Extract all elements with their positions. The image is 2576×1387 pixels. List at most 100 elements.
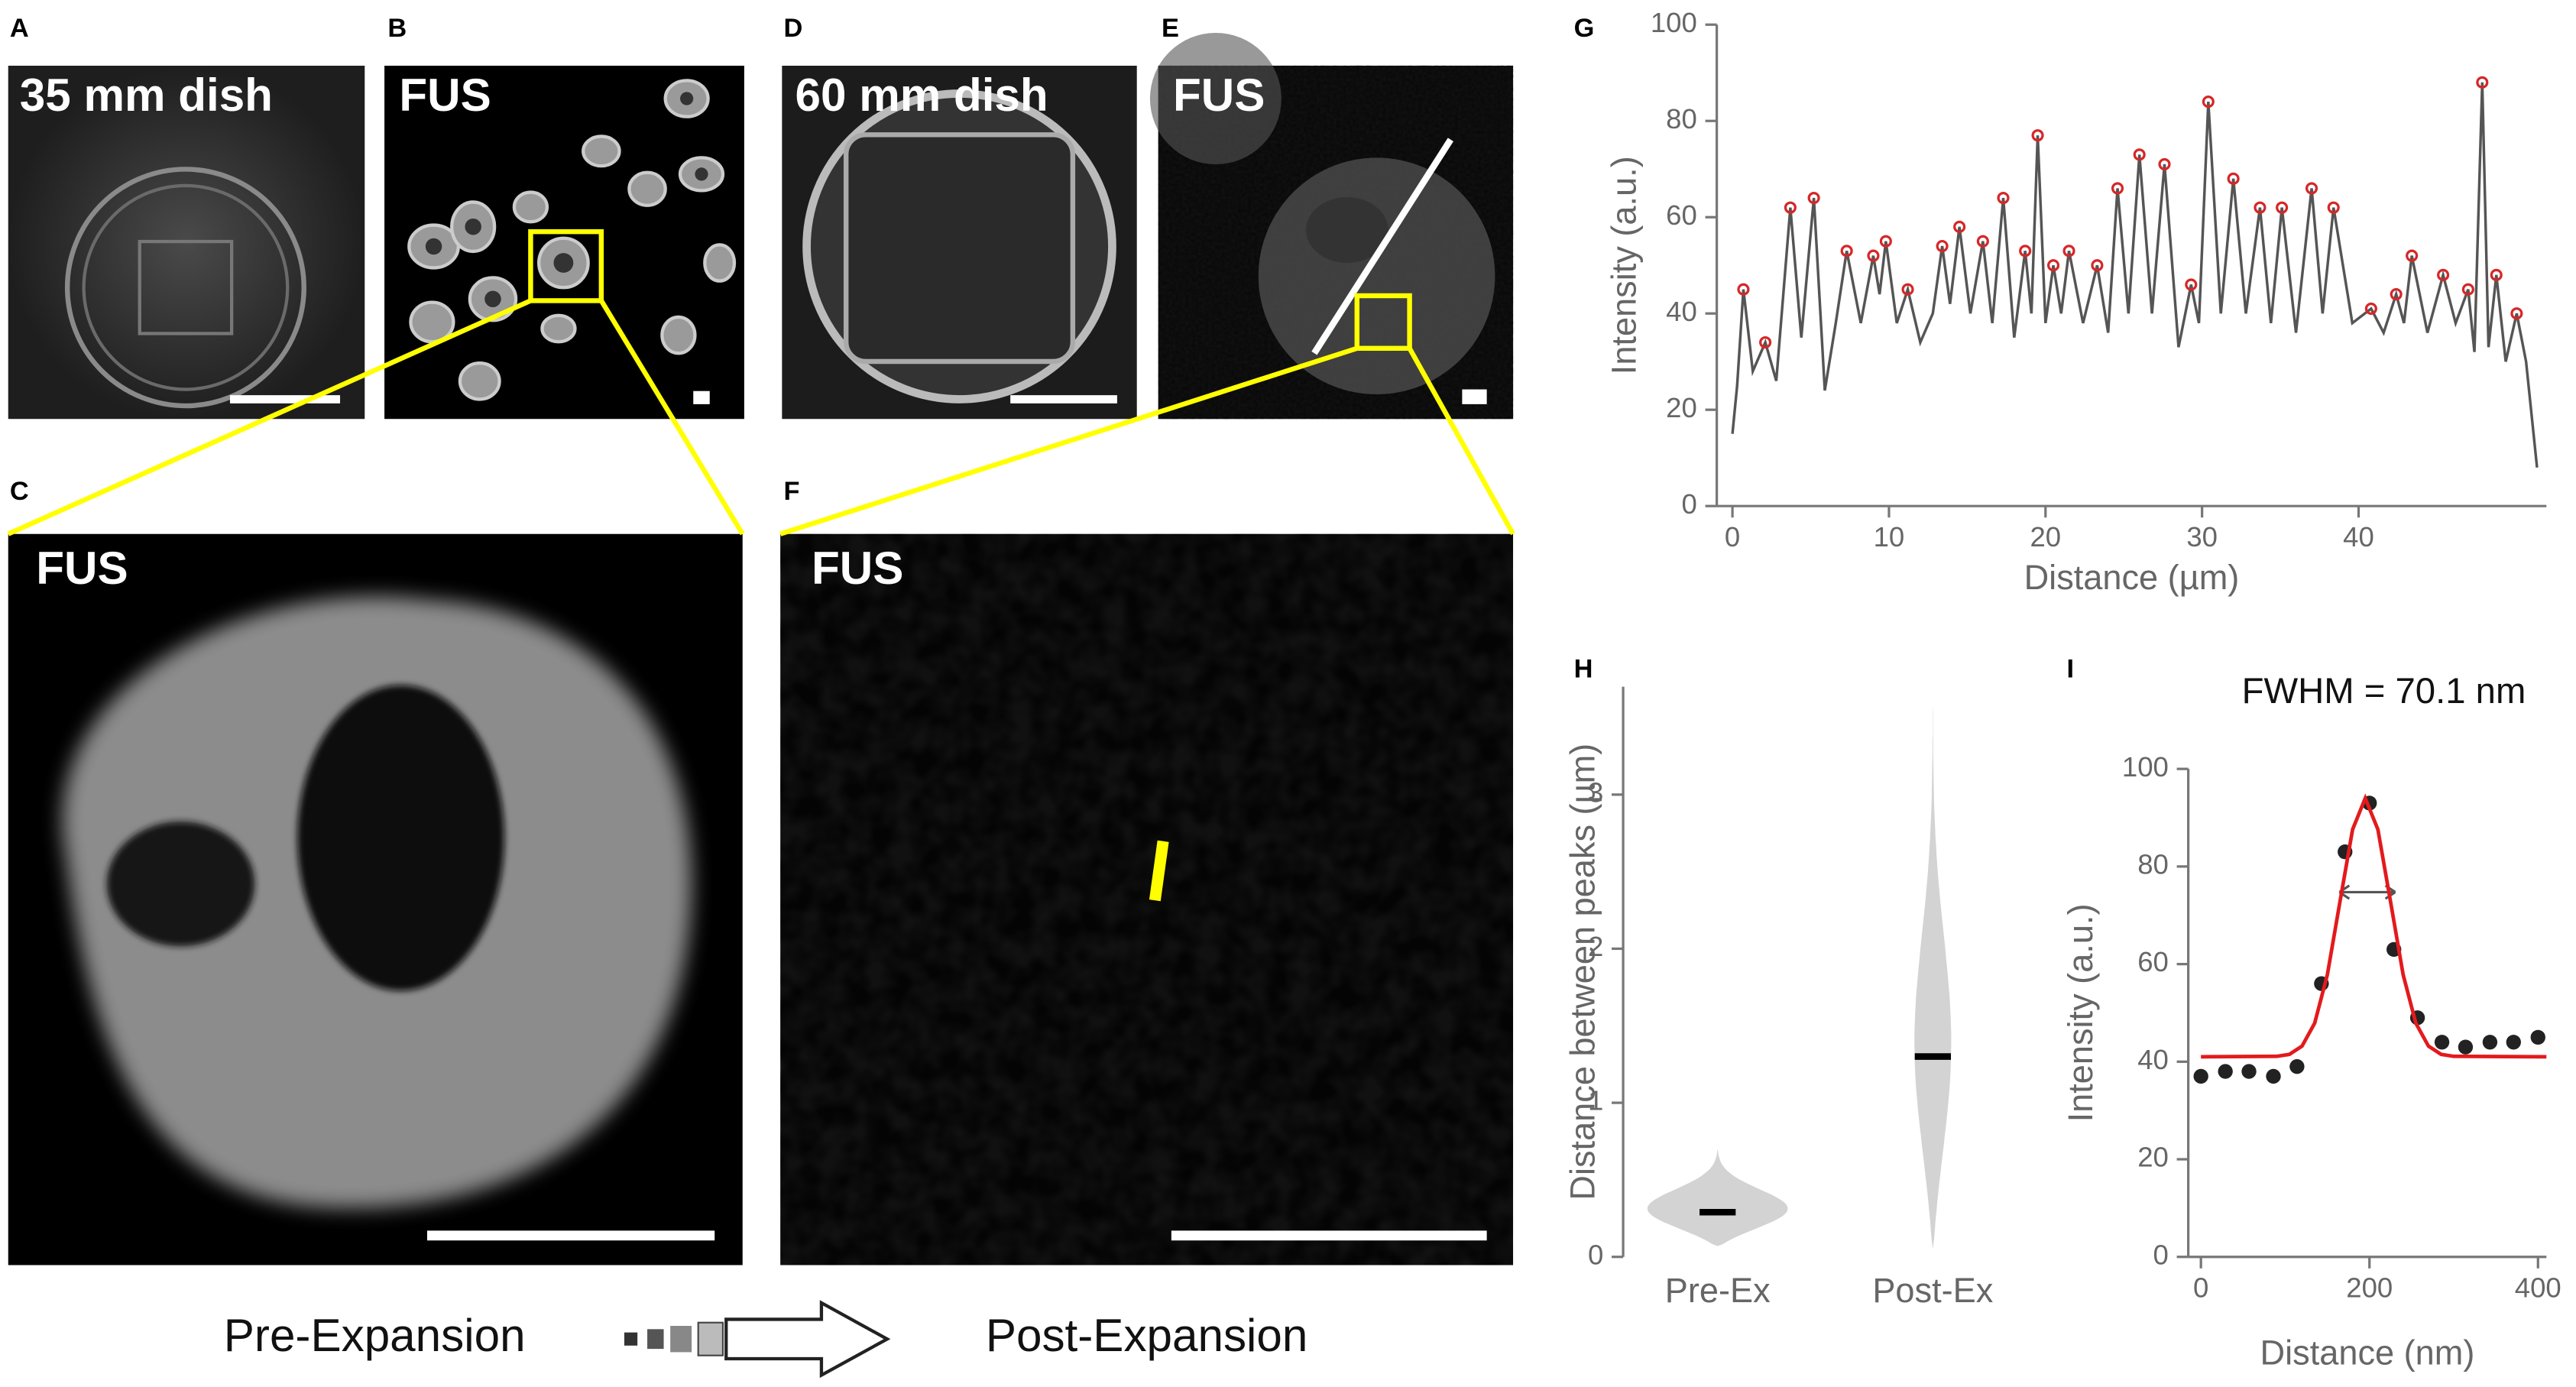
data-line	[2201, 793, 2547, 1059]
nucleolus	[1306, 196, 1388, 263]
x-tick-label: 200	[2346, 1272, 2393, 1303]
x-tick-label: Post-Ex	[1872, 1271, 1993, 1310]
y-tick-label: 40	[2137, 1044, 2169, 1075]
data-point	[2434, 1035, 2450, 1050]
zoom-box	[528, 228, 604, 303]
x-tick-label: 30	[2186, 521, 2218, 553]
y-tick-label: 60	[1666, 199, 1697, 231]
y-tick-label: 20	[1666, 392, 1697, 423]
data-point	[2289, 1059, 2305, 1074]
data-point	[1936, 239, 1949, 253]
data-point	[2406, 249, 2419, 262]
x-tick-label: 0	[1725, 521, 1740, 553]
x-axis-title: Distance (µm)	[2024, 558, 2240, 597]
data-point	[1840, 245, 1853, 258]
y-tick-label: 0	[1681, 488, 1696, 520]
panel-f: F FUS	[780, 477, 1514, 1265]
data-line	[1731, 82, 2539, 468]
neighbor-nucleus	[1149, 32, 1282, 164]
data-point	[2390, 287, 2403, 301]
nucleolus	[106, 821, 255, 947]
data-point	[2019, 245, 2032, 258]
profile-line	[1311, 138, 1453, 355]
data-point	[2482, 1035, 2498, 1050]
nucleoli	[425, 92, 708, 308]
data-point	[2490, 268, 2503, 281]
data-point	[2031, 129, 2044, 142]
dish-rim	[64, 167, 306, 409]
panel-d: D 60 mm dish	[782, 14, 1137, 420]
x-tick-label: 40	[2343, 521, 2374, 553]
x-axis-title: Distance (nm)	[2260, 1334, 2475, 1372]
panel-b: B FUS	[384, 14, 744, 420]
y-axis-title: Distance between peaks (µm)	[1563, 744, 1602, 1201]
panel-a: A 35 mm dish	[8, 14, 365, 420]
data-point	[1879, 235, 1892, 248]
dish-rim	[82, 183, 290, 391]
expanded-nucleus	[1258, 157, 1495, 394]
dish-well	[843, 132, 1076, 365]
data-point	[1976, 235, 1989, 248]
panel-label: I	[2067, 654, 2075, 683]
data-point	[2327, 201, 2340, 214]
y-tick-label: 60	[2137, 946, 2169, 977]
y-axis-title: Intensity (a.u.)	[1604, 156, 1643, 374]
data-point	[2530, 1029, 2545, 1045]
x-tick-label: 400	[2515, 1272, 2561, 1303]
texture	[780, 533, 1514, 1265]
panel-c: C FUS	[8, 477, 743, 1265]
data-point	[2202, 95, 2215, 109]
caption: 35 mm dish	[20, 70, 273, 121]
data-point	[2476, 76, 2489, 89]
data-point	[2091, 259, 2104, 272]
y-tick-label: 80	[1666, 103, 1697, 134]
data-point	[2458, 1039, 2474, 1055]
y-tick-label: 1	[1588, 1085, 1603, 1116]
caption: FUS	[812, 543, 903, 594]
y-tick-label: 40	[1666, 296, 1697, 327]
panel-label: B	[387, 14, 407, 43]
data-point	[1737, 283, 1750, 296]
fwhm-line	[1149, 840, 1169, 902]
y-tick-label: 100	[2122, 751, 2169, 783]
data-point	[1807, 191, 1820, 205]
data-point	[1784, 201, 1797, 214]
post-expansion-label: Post-Expansion	[986, 1310, 1308, 1361]
data-point	[2266, 1068, 2281, 1084]
expansion-arrow	[624, 1300, 891, 1379]
data-point	[2506, 1035, 2521, 1050]
data-point	[2227, 172, 2240, 185]
y-tick-label: 0	[2153, 1239, 2169, 1270]
y-tick-label: 80	[2137, 849, 2169, 880]
data-point	[2461, 283, 2474, 296]
data-point	[2046, 259, 2060, 272]
data-point	[2218, 1064, 2233, 1079]
data-point	[1997, 191, 2010, 205]
zoom-box	[1354, 293, 1412, 352]
nucleolus	[297, 685, 505, 991]
caption: FUS	[399, 70, 491, 121]
panel-label: H	[1574, 654, 1593, 683]
y-axis-title: Intensity (a.u.)	[2061, 903, 2100, 1122]
data-point	[2133, 148, 2146, 161]
y-tick-label: 100	[1651, 7, 1697, 38]
x-tick-label: 0	[2193, 1272, 2208, 1303]
violin	[1914, 686, 1952, 1249]
caption: FUS	[1173, 70, 1265, 121]
violin	[1647, 1149, 1788, 1246]
data-point	[1867, 249, 1880, 262]
panel-label: E	[1162, 14, 1179, 43]
data-point	[2111, 182, 2124, 195]
x-tick-label: 10	[1874, 521, 1905, 553]
x-tick-label: 20	[2030, 521, 2061, 553]
scale-bar	[693, 390, 710, 404]
data-point	[1953, 220, 1966, 233]
y-tick-label: 3	[1588, 776, 1603, 808]
dish-well	[138, 239, 234, 335]
y-tick-label: 20	[2137, 1142, 2169, 1173]
data-point	[1901, 283, 1914, 296]
panel-label: C	[10, 477, 29, 506]
panel-e: E FUS	[1149, 14, 1514, 420]
panel-label: D	[783, 14, 802, 43]
